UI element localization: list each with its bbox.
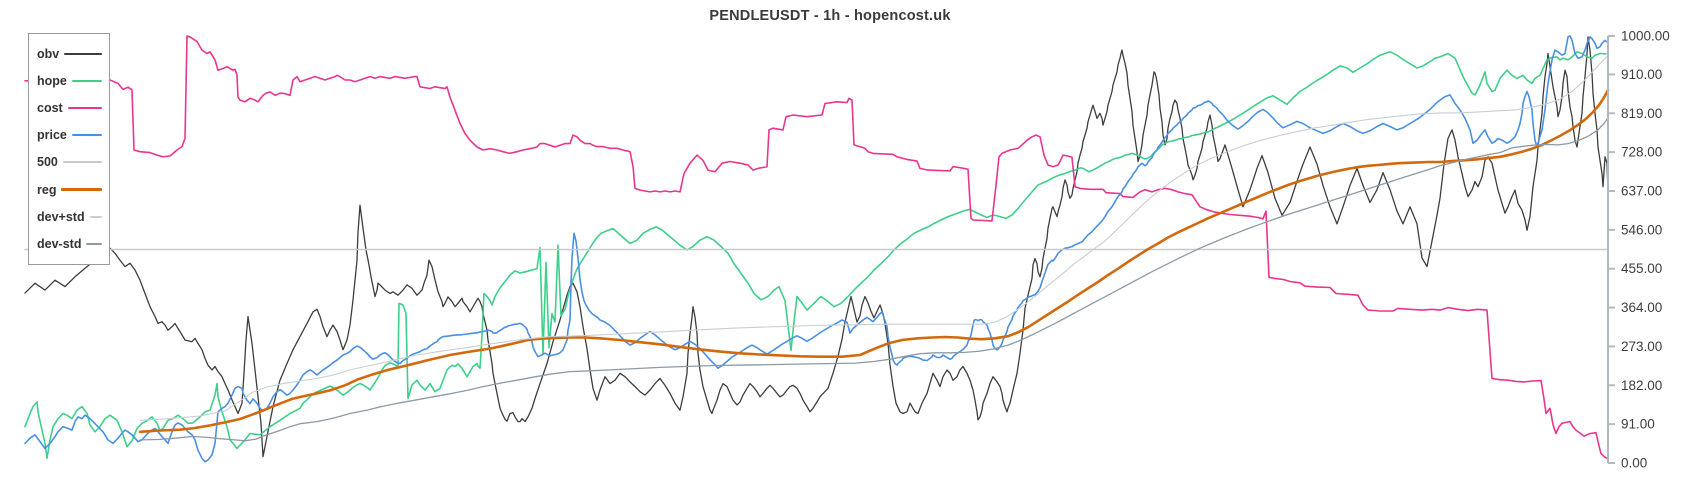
legend-swatch-cost (67, 106, 102, 109)
legend-swatch-reg (61, 188, 102, 192)
series-line-hope (24, 50, 1607, 460)
y-tick-label: 364.00 (1621, 300, 1662, 315)
legend-label: price (37, 128, 67, 143)
legend-label: dev-std (37, 236, 82, 251)
legend-label: cost (37, 100, 63, 115)
legend-item-hope: hope (37, 67, 102, 94)
chart-title: PENDLEUSDT - 1h - hopencost.uk (709, 8, 951, 24)
series-line-price (24, 35, 1608, 463)
series-line-cost (24, 35, 1608, 460)
legend-swatch-hope (71, 79, 102, 82)
y-tick-label: 910.00 (1621, 67, 1662, 82)
y-tick-label: 546.00 (1621, 222, 1662, 237)
chart-legend: obv hope cost price 500 reg dev+std dev-std (28, 33, 110, 265)
series-line-dev-std (139, 117, 1609, 442)
legend-item-500: 500 (37, 149, 102, 176)
legend-label: dev+std (37, 209, 85, 224)
series-line-reg (138, 88, 1610, 434)
legend-label: reg (37, 182, 57, 197)
legend-item-reg: reg (37, 176, 102, 203)
legend-item-obv: obv (37, 40, 102, 67)
legend-item-dev-std: dev-std (37, 230, 102, 257)
legend-label: hope (37, 73, 67, 88)
y-tick-label: 182.00 (1621, 378, 1662, 393)
y-tick-label: 637.00 (1621, 184, 1662, 199)
y-tick-label: 728.00 (1621, 145, 1662, 160)
y-tick-label: 819.00 (1621, 106, 1662, 121)
legend-label: 500 (37, 155, 58, 170)
y-tick-label: 91.00 (1621, 417, 1655, 432)
legend-swatch-obv (64, 52, 102, 55)
y-tick-label: 1000.00 (1621, 29, 1670, 44)
y-tick-label: 0.00 (1621, 456, 1647, 471)
legend-item-price: price (37, 122, 102, 149)
series-line-obv (24, 36, 1609, 458)
legend-swatch-price (71, 134, 102, 137)
y-tick-label: 455.00 (1621, 261, 1662, 276)
legend-label: obv (37, 46, 60, 61)
series-line-devplusstd (139, 55, 1608, 421)
y-tick-label: 273.00 (1621, 339, 1662, 354)
legend-item-devplusstd: dev+std (37, 203, 102, 230)
legend-swatch-500 (62, 161, 102, 164)
legend-item-cost: cost (37, 94, 102, 121)
legend-swatch-dev-std (86, 242, 102, 245)
legend-swatch-devplusstd (89, 215, 102, 218)
